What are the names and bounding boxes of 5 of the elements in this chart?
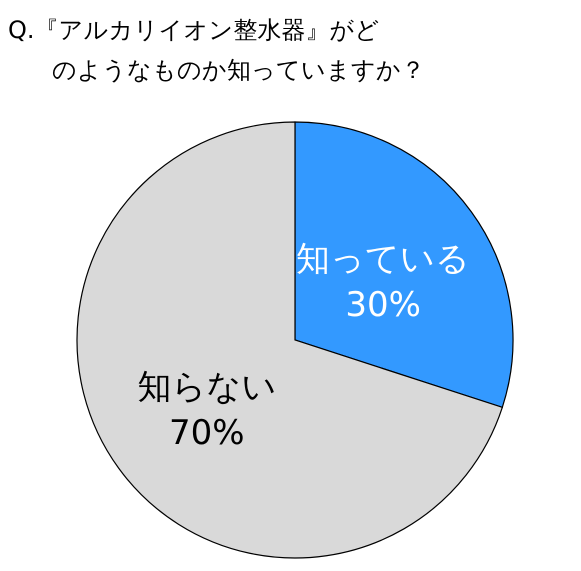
- slice-label: 知らない: [137, 367, 276, 408]
- slice-label: 知っている: [296, 238, 470, 279]
- chart-title: Q.『アルカリイオン整水器』がどのようなものか知っていますか？: [8, 16, 425, 84]
- data-label: 70%: [169, 413, 245, 454]
- data-label: 30%: [345, 284, 421, 325]
